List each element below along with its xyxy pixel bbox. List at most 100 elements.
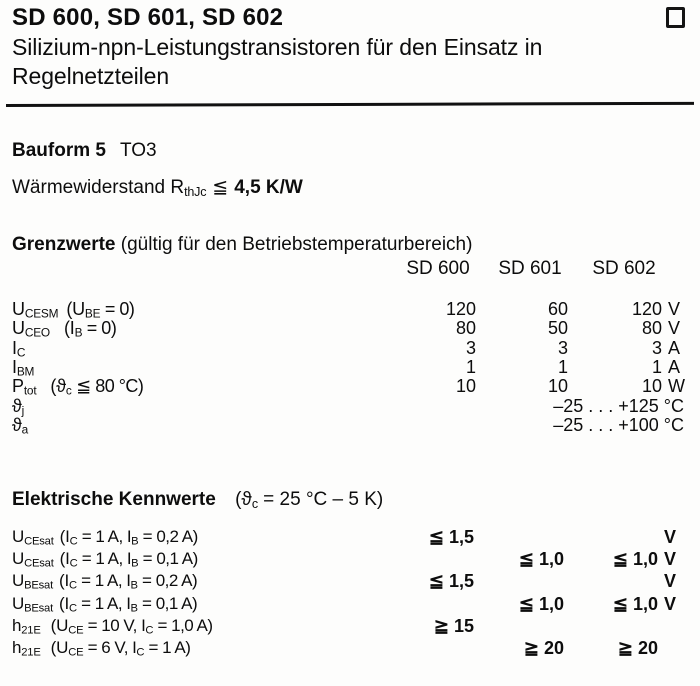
spacer <box>50 318 64 338</box>
limits-row-label: Ptot (ϑc ≦ 80 °C) <box>12 376 144 398</box>
subscript: B <box>74 325 83 340</box>
characteristics-row-condition-mid: = 1 A, I <box>77 527 132 546</box>
characteristics-row-unit: V <box>664 549 677 570</box>
limits-row-value: 10 <box>547 376 568 397</box>
limits-row-value: 3 <box>465 337 476 358</box>
characteristics-row-value: ≧ 15 <box>433 615 474 636</box>
characteristics-row-condition-mid: = 1 A, I <box>76 593 131 613</box>
limits-row-range-value: –25 . . . +100 °C <box>553 414 684 435</box>
characteristics-row-condition-mid: = 1 A, I <box>77 549 132 569</box>
characteristics-row-value: ≦ 1,5 <box>428 571 474 592</box>
limits-row-value: 80 <box>455 318 476 339</box>
limits-row-value: 50 <box>547 318 568 339</box>
characteristics-row-value: ≧ 20 <box>523 638 564 658</box>
subscript: B <box>130 579 139 592</box>
characteristics-row-label: UCEsat (IC = 1 A, IB = 0,1 A) <box>12 549 198 570</box>
characteristics-row-value: ≦ 1,5 <box>428 527 474 547</box>
limits-row-label: IC <box>12 337 26 360</box>
limits-row-value: 60 <box>547 299 568 319</box>
subscript: tot <box>23 383 37 398</box>
subscript: CESM <box>24 306 59 321</box>
characteristics-row-condition-mid: = 1 A, I <box>76 571 131 591</box>
subscript: C <box>69 602 77 615</box>
subscript: CE <box>68 624 84 637</box>
thermal-resistance-value: 4,5 K/W <box>234 177 303 198</box>
limits-row-unit: A <box>668 356 681 377</box>
spacer <box>54 549 60 568</box>
limits-row-value: 120 <box>631 299 662 319</box>
characteristics-row-label: h21E (UCE = 10 V, IC = 1,0 A) <box>12 615 213 637</box>
limits-row-unit: V <box>668 299 681 319</box>
limits-row-condition-rest: ≦ 80 °C) <box>71 376 144 397</box>
subscript: CEsat <box>24 535 54 548</box>
characteristics-row-condition-close: = 1,0 A) <box>153 615 213 635</box>
characteristics-row-condition-close: = 0,2 A) <box>137 571 198 591</box>
subscript: a <box>21 422 29 437</box>
limits-row-label: ϑa <box>12 414 29 437</box>
characteristics-row-label: UBEsat (IC = 1 A, IB = 0,1 A) <box>12 593 198 615</box>
limits-heading: Grenzwerte (gültig für den Betriebstempe… <box>12 234 472 256</box>
page-subtitle-line-1: Silizium-npn-Leistungstransistoren für d… <box>12 34 543 60</box>
limits-row-value: 1 <box>651 356 662 377</box>
limits-row-unit: W <box>668 376 685 397</box>
characteristics-row-value: ≦ 1,0 <box>518 593 564 614</box>
limits-row-value: 120 <box>445 299 476 319</box>
package-line: Bauform 5 TO3 <box>12 140 157 162</box>
characteristics-heading: Elektrische Kennwerte (ϑc = 25 °C – 5 K) <box>12 489 383 511</box>
subscript: 21E <box>21 624 41 637</box>
header-divider <box>5 101 695 107</box>
column-header-sd602: SD 602 <box>592 258 656 279</box>
limits-row-value: 1 <box>557 356 568 377</box>
subscript: CEO <box>24 325 50 340</box>
limits-row-range-value: –25 . . . +125 °C <box>553 395 684 416</box>
subscript: C <box>136 646 145 659</box>
limits-row-label: ϑj <box>12 395 25 418</box>
limits-row-unit: A <box>668 337 681 358</box>
limits-row-value: 10 <box>455 376 476 397</box>
subscript: 21E <box>21 646 41 659</box>
characteristics-row-value: ≧ 20 <box>617 638 658 658</box>
page-subtitle-line-2: Regelnetzteilen <box>12 63 170 89</box>
spacer <box>54 527 60 546</box>
thermal-resistance-line: Wärmewiderstand RthJc ≦ 4,5 K/W <box>12 176 303 199</box>
limits-heading-label: Grenzwerte <box>12 234 116 255</box>
characteristics-row-condition-close: = 0,1 A) <box>137 593 198 613</box>
page-title: SD 600, SD 601, SD 602 <box>12 4 284 31</box>
characteristics-row-unit: V <box>664 527 677 547</box>
characteristics-row-label: UCEsat (IC = 1 A, IB = 0,2 A) <box>12 527 198 548</box>
limits-row-value: 3 <box>557 337 568 358</box>
subscript: C <box>69 579 77 592</box>
square-outline-icon <box>666 7 685 28</box>
characteristics-row-condition-close: = 1 A) <box>144 638 191 657</box>
column-header-sd600: SD 600 <box>406 258 470 279</box>
characteristics-row-value: ≦ 1,0 <box>612 549 658 570</box>
limits-row-condition-rest: = 0) <box>82 318 117 339</box>
thermal-resistance-label: Wärmewiderstand R <box>12 177 185 198</box>
subscript: B <box>131 535 139 548</box>
subscript: C <box>69 535 78 548</box>
subscript: BEsat <box>24 579 54 592</box>
spacer <box>36 376 50 396</box>
limits-row-value: 3 <box>651 337 662 358</box>
subscript: C <box>16 345 26 360</box>
subscript: CEsat <box>24 557 54 570</box>
characteristics-condition-rest: = 25 °C – 5 K) <box>263 489 384 510</box>
column-header-sd601: SD 601 <box>498 258 562 279</box>
characteristics-row-value: ≦ 1,0 <box>518 549 564 570</box>
subscript: BE <box>84 306 101 321</box>
characteristics-row-unit: V <box>664 593 677 614</box>
characteristics-row-label: UBEsat (IC = 1 A, IB = 0,2 A) <box>12 571 198 592</box>
spacer <box>53 571 59 590</box>
limits-row-condition-rest: = 0) <box>100 299 135 319</box>
limits-row-label: IBM <box>12 356 35 379</box>
limits-row-value: 80 <box>641 318 662 339</box>
subscript: B <box>130 602 139 615</box>
characteristics-heading-condition: (ϑc = 25 °C – 5 K) <box>221 489 384 511</box>
page-subtitle: Silizium-npn-Leistungstransistoren für d… <box>12 33 542 91</box>
limits-row-value: 10 <box>641 376 662 397</box>
limits-heading-condition: (gültig für den Betriebstemperaturbereic… <box>120 234 473 255</box>
subscript: C <box>69 557 78 570</box>
limits-row-unit: V <box>668 318 681 339</box>
characteristics-row-unit: V <box>664 571 677 592</box>
